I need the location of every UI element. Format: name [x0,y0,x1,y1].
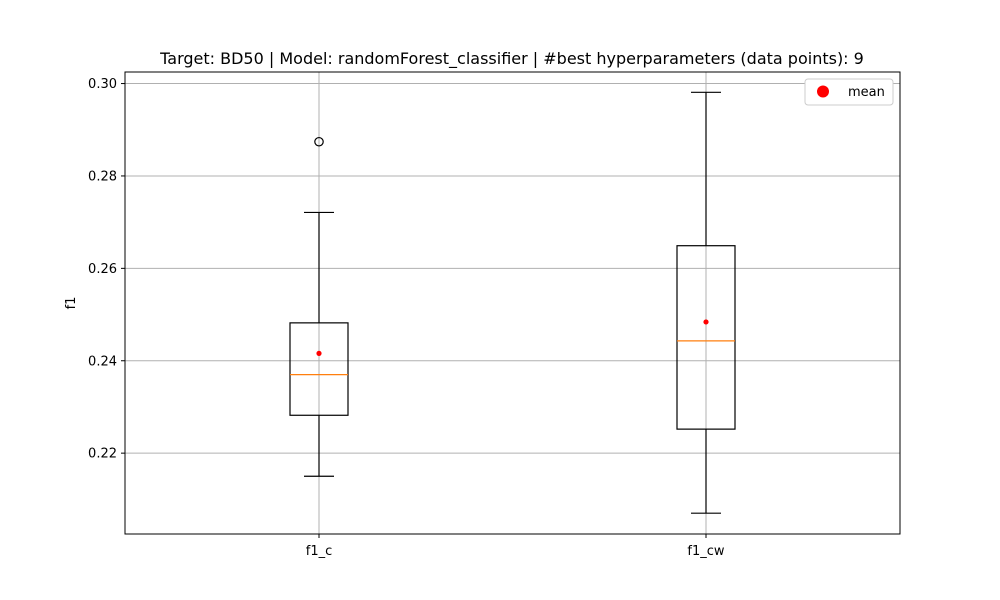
x-axis-ticks: f1_c f1_cw [306,534,725,559]
box-f1_cw [676,91,736,514]
y-tick-label: 0.22 [88,447,117,462]
iqr-box [676,245,736,430]
y-tick-label: 0.26 [88,262,117,277]
legend-label: mean [848,85,885,100]
chart-title: Target: BD50 | Model: randomForest_class… [159,49,864,69]
legend-mean-marker [817,85,829,98]
x-tick-label: f1_cw [687,544,724,559]
outlier-point [314,136,324,147]
legend: mean [804,78,894,106]
mean-marker [316,350,322,356]
box-f1_c [289,136,349,477]
legend-frame [804,78,894,106]
y-tick-label: 0.30 [88,77,117,92]
y-tick-label: 0.28 [88,169,117,184]
y-tick-label: 0.24 [88,354,117,369]
x-tick-label: f1_c [306,544,333,559]
iqr-box [289,322,349,416]
box-marks [289,91,736,514]
y-axis-label: f1 [64,297,79,310]
y-axis-ticks: 0.22 0.24 0.26 0.28 0.30 [88,77,125,462]
plot-area-frame [124,71,901,535]
mean-marker [703,319,709,325]
